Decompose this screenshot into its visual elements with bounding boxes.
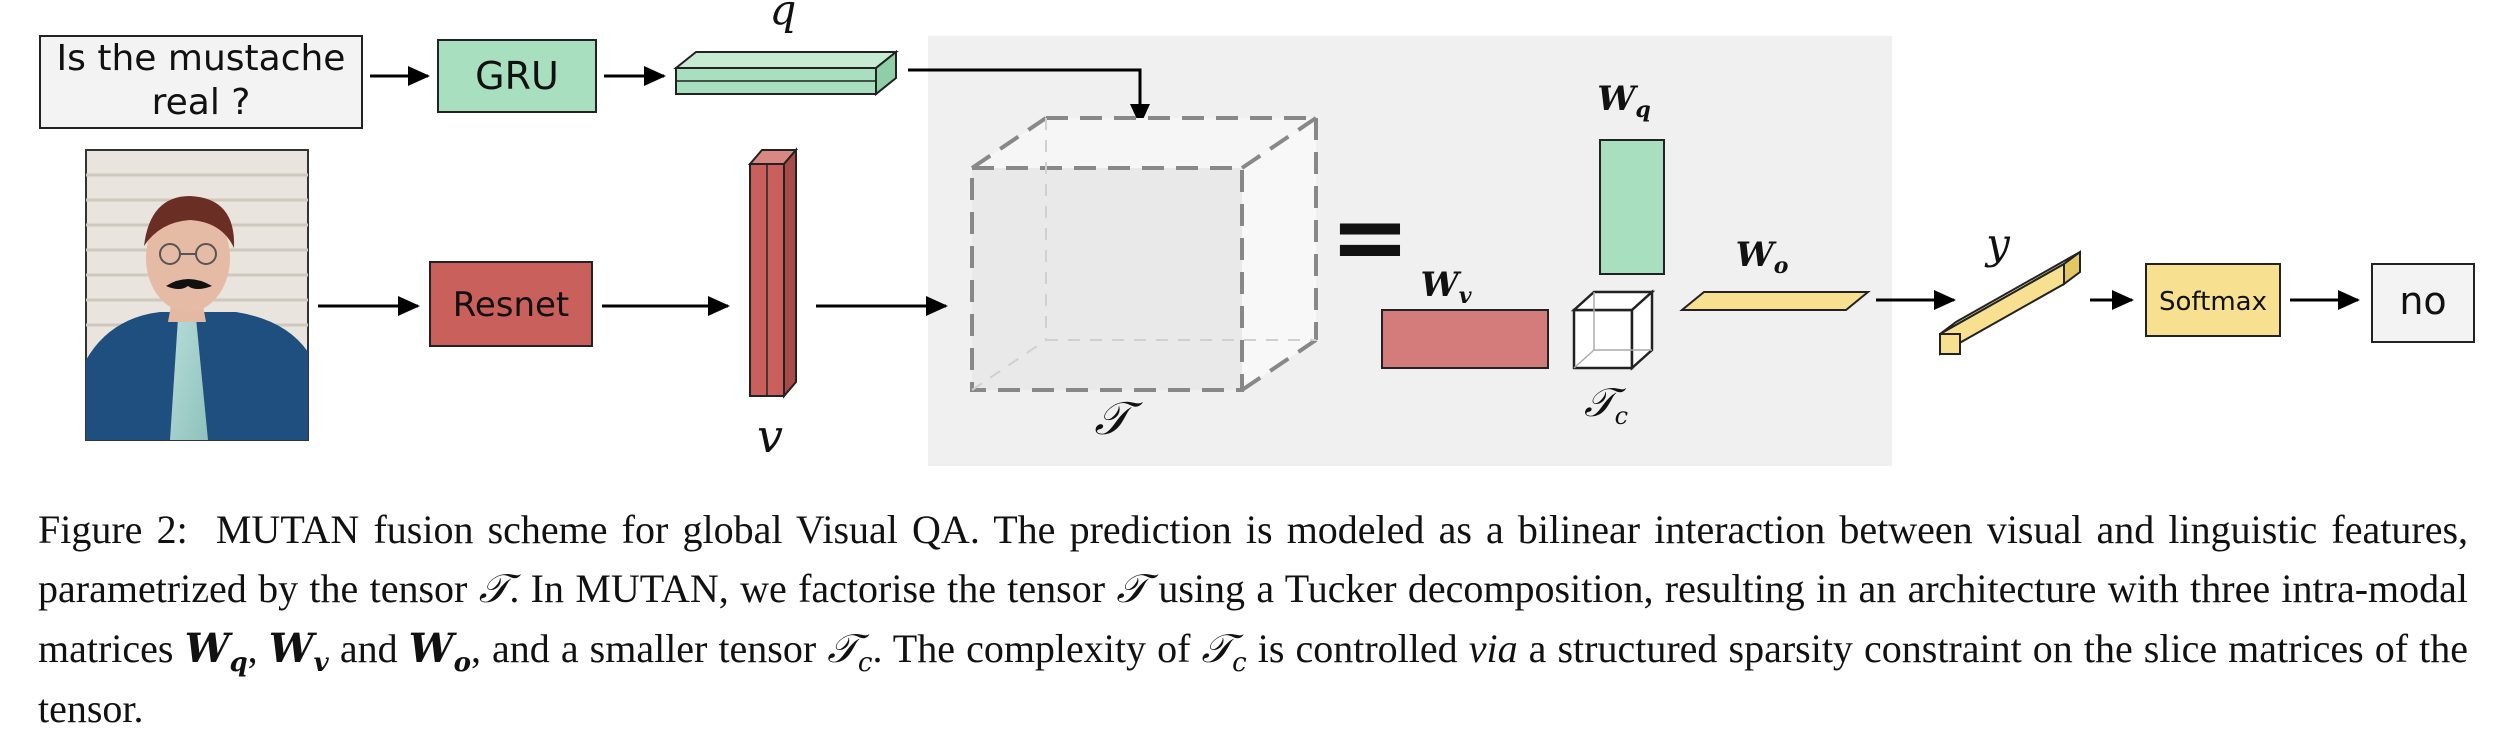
caption-part-1: MUTAN fusion scheme for global Visual QA… bbox=[38, 507, 2469, 611]
caption-wq: Wq bbox=[184, 625, 248, 678]
core-tensor-cube bbox=[1570, 289, 1656, 371]
input-photo bbox=[85, 149, 309, 441]
softmax-block: Softmax bbox=[2145, 263, 2281, 337]
caption-wo: Wo bbox=[408, 625, 471, 678]
wq-matrix bbox=[1599, 139, 1665, 275]
caption-tensor-2: 𝒯 bbox=[1116, 566, 1148, 612]
resnet-block: Resnet bbox=[429, 261, 593, 347]
caption-part-4: , and a smaller tensor bbox=[470, 626, 828, 671]
figure-caption: Figure 2: MUTAN fusion scheme for global… bbox=[38, 500, 2468, 738]
softmax-label: Softmax bbox=[2159, 287, 2267, 317]
caption-part-5: . The complexity of bbox=[872, 626, 1202, 671]
question-line-2: real ? bbox=[152, 82, 251, 123]
gru-label: GRU bbox=[475, 54, 559, 98]
q-vector bbox=[673, 49, 899, 97]
caption-part-7: a structured sparsity constraint on the … bbox=[38, 626, 2468, 731]
tensor-cube bbox=[970, 116, 1318, 392]
v-vector bbox=[747, 147, 799, 399]
arrow-q-to-tensor bbox=[908, 68, 1150, 126]
caption-part-2: . In MUTAN, we factorise the tensor bbox=[509, 566, 1117, 611]
caption-and: and bbox=[328, 626, 409, 671]
caption-wv: Wv bbox=[268, 625, 329, 678]
wq-label: Wq bbox=[1597, 79, 1651, 123]
tensor-c-label: 𝒯c bbox=[1584, 380, 1628, 430]
q-label: q bbox=[770, 0, 797, 34]
equals-sign: = bbox=[1330, 181, 1410, 293]
caption-tensor-c-2: 𝒯c bbox=[1201, 626, 1247, 678]
mutan-figure: Is the mustache real ? GRU q bbox=[39, 0, 2475, 466]
question-line-1: Is the mustache bbox=[57, 38, 346, 79]
caption-tensor-c-1: 𝒯c bbox=[827, 626, 873, 678]
caption-via: via bbox=[1468, 626, 1518, 671]
y-label: y bbox=[1984, 219, 2011, 268]
wo-label: Wo bbox=[1736, 235, 1789, 279]
caption-tensor-1: 𝒯 bbox=[478, 566, 510, 612]
gru-block: GRU bbox=[437, 39, 597, 113]
caption-part-3: using a Tucker decomposition, resulting … bbox=[38, 566, 2469, 671]
figure-label: Figure 2: bbox=[38, 507, 188, 552]
question-box: Is the mustache real ? bbox=[39, 35, 363, 129]
v-label: v bbox=[757, 409, 783, 463]
wv-label: Wv bbox=[1421, 265, 1472, 309]
wv-matrix bbox=[1381, 309, 1549, 369]
answer-label: no bbox=[2399, 279, 2446, 323]
wo-matrix bbox=[1679, 291, 1871, 311]
caption-part-6: is controlled bbox=[1246, 626, 1469, 671]
answer-box: no bbox=[2371, 263, 2475, 343]
caption-comma: , bbox=[247, 626, 269, 671]
y-vector bbox=[1939, 250, 2081, 356]
resnet-label: Resnet bbox=[453, 285, 570, 325]
